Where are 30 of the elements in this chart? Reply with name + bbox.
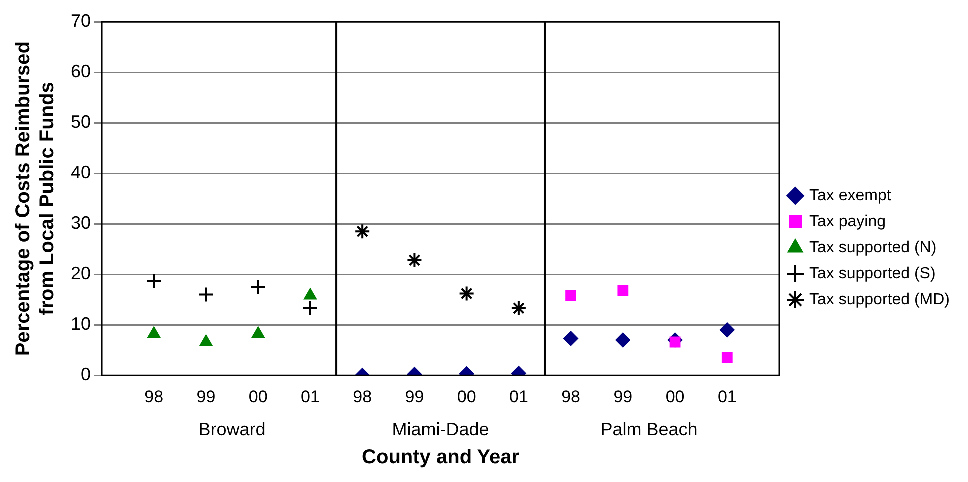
legend-label: Tax supported (S) xyxy=(810,265,936,282)
legend-label: Tax supported (N) xyxy=(810,239,937,256)
x-tick-label: 98 xyxy=(562,387,581,406)
y-tick-label: 40 xyxy=(70,162,92,183)
x-axis-title: County and Year xyxy=(362,446,520,469)
x-tick-label: 01 xyxy=(509,387,528,406)
y-tick-label: 0 xyxy=(81,364,92,385)
text: Miami-Dade xyxy=(392,420,490,440)
text: Broward xyxy=(198,420,266,440)
x-tick-label: 98 xyxy=(144,387,164,406)
x-tick-label: 99 xyxy=(614,387,633,406)
y-tick-label: 70 xyxy=(70,10,92,31)
x-tick-label: 99 xyxy=(405,387,424,406)
y-tick-label: 20 xyxy=(70,264,92,284)
y-axis-title: Percentage of Costs Reimbursed from Local Public Funds xyxy=(12,42,59,356)
y-tick-label: 10 xyxy=(70,314,92,334)
x-tick-label: 00 xyxy=(457,387,476,406)
y-tick-label: 30 xyxy=(70,213,92,234)
legend-label: Tax exempt xyxy=(810,187,892,204)
legend-label: Tax paying xyxy=(810,213,886,230)
y-tick-label: 60 xyxy=(70,61,92,82)
x-tick-label: 98 xyxy=(353,387,372,406)
x-tick-label: 99 xyxy=(196,387,216,406)
x-tick-label: 01 xyxy=(301,387,320,406)
y-tick-label: 50 xyxy=(70,112,92,132)
x-tick-label: 00 xyxy=(666,387,685,406)
x-tick-label: 00 xyxy=(248,387,268,406)
x-tick-label: 01 xyxy=(718,387,737,406)
text: Palm Beach xyxy=(600,420,698,440)
legend-label: Tax supported (MD) xyxy=(810,291,950,308)
